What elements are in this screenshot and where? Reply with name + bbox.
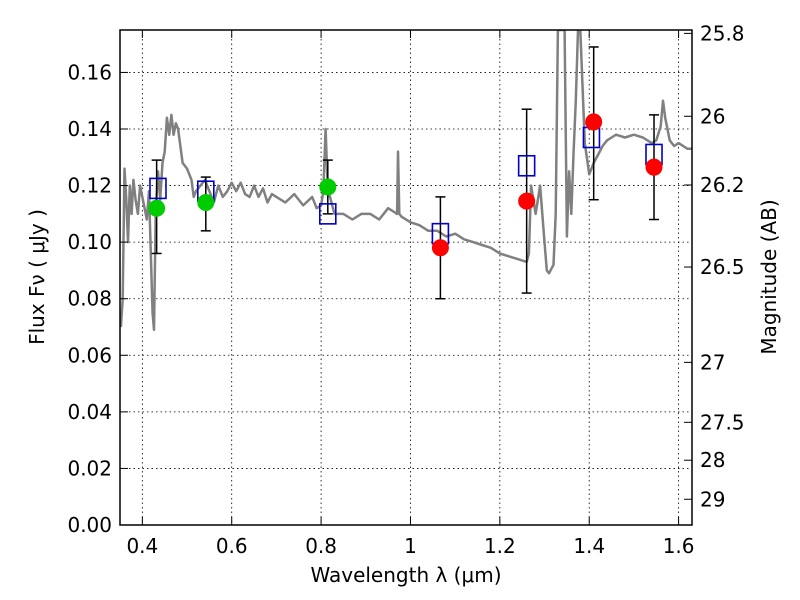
plot-frame [119,29,693,526]
observed-point-nir [431,239,449,257]
mag-tick-label: 26 [700,104,725,128]
y-tick-label: 0.00 [67,513,112,537]
y-tick-label: 0.10 [67,230,112,254]
sed-model-line [120,30,692,332]
mag-tick-label: 27 [700,350,725,374]
y-tick-label: 0.16 [67,60,112,84]
model-band-square [517,154,536,177]
x-tick-label: 0.8 [305,534,337,558]
axis-ticks [120,30,692,526]
observed-points [148,113,663,257]
observed-point-optical [197,194,215,212]
observed-point-optical [148,199,166,217]
model-band-square [149,177,167,200]
x-tick-label: 1.4 [573,534,605,558]
observed-point-nir [645,158,663,176]
x-tick-label: 0.6 [216,534,248,558]
y-tick-label: 0.02 [67,456,112,480]
y-tick-label: 0.06 [67,343,112,367]
model-band-square [318,203,337,225]
y-tick-label: 0.04 [67,400,112,424]
mag-tick-label: 27.5 [700,410,745,434]
x-tick-label: 1 [404,534,417,558]
grid-lines [120,30,692,525]
y-tick-label: 0.12 [67,174,112,198]
tick-labels: 0.4 0.6 0.8 1 1.2 1.4 1.6 0.00 0.02 0.04 0.06 0.08 0… [67,21,744,558]
mag-tick-label: 26.2 [700,173,745,197]
x-tick-label: 0.4 [126,534,158,558]
mag-tick-label: 26.5 [700,255,745,279]
x-tick-label: 1.6 [663,534,695,558]
y-axis-title: Flux Fν ( μJy ) [25,209,49,345]
observed-point-optical [319,178,337,196]
y-tick-label: 0.08 [67,287,112,311]
observed-point-nir [585,113,603,131]
sed-model-polyline [120,30,692,332]
mag-tick-label: 29 [700,487,725,511]
mag-tick-label: 25.8 [700,21,745,45]
observed-point-nir [518,192,536,210]
y-tick-label: 0.14 [67,117,112,141]
mag-tick-label: 28 [700,448,725,472]
x-tick-label: 1.2 [484,534,516,558]
x-axis-title: Wavelength λ (μm) [310,563,501,587]
y2-axis-title: Magnitude (AB) [757,199,781,354]
